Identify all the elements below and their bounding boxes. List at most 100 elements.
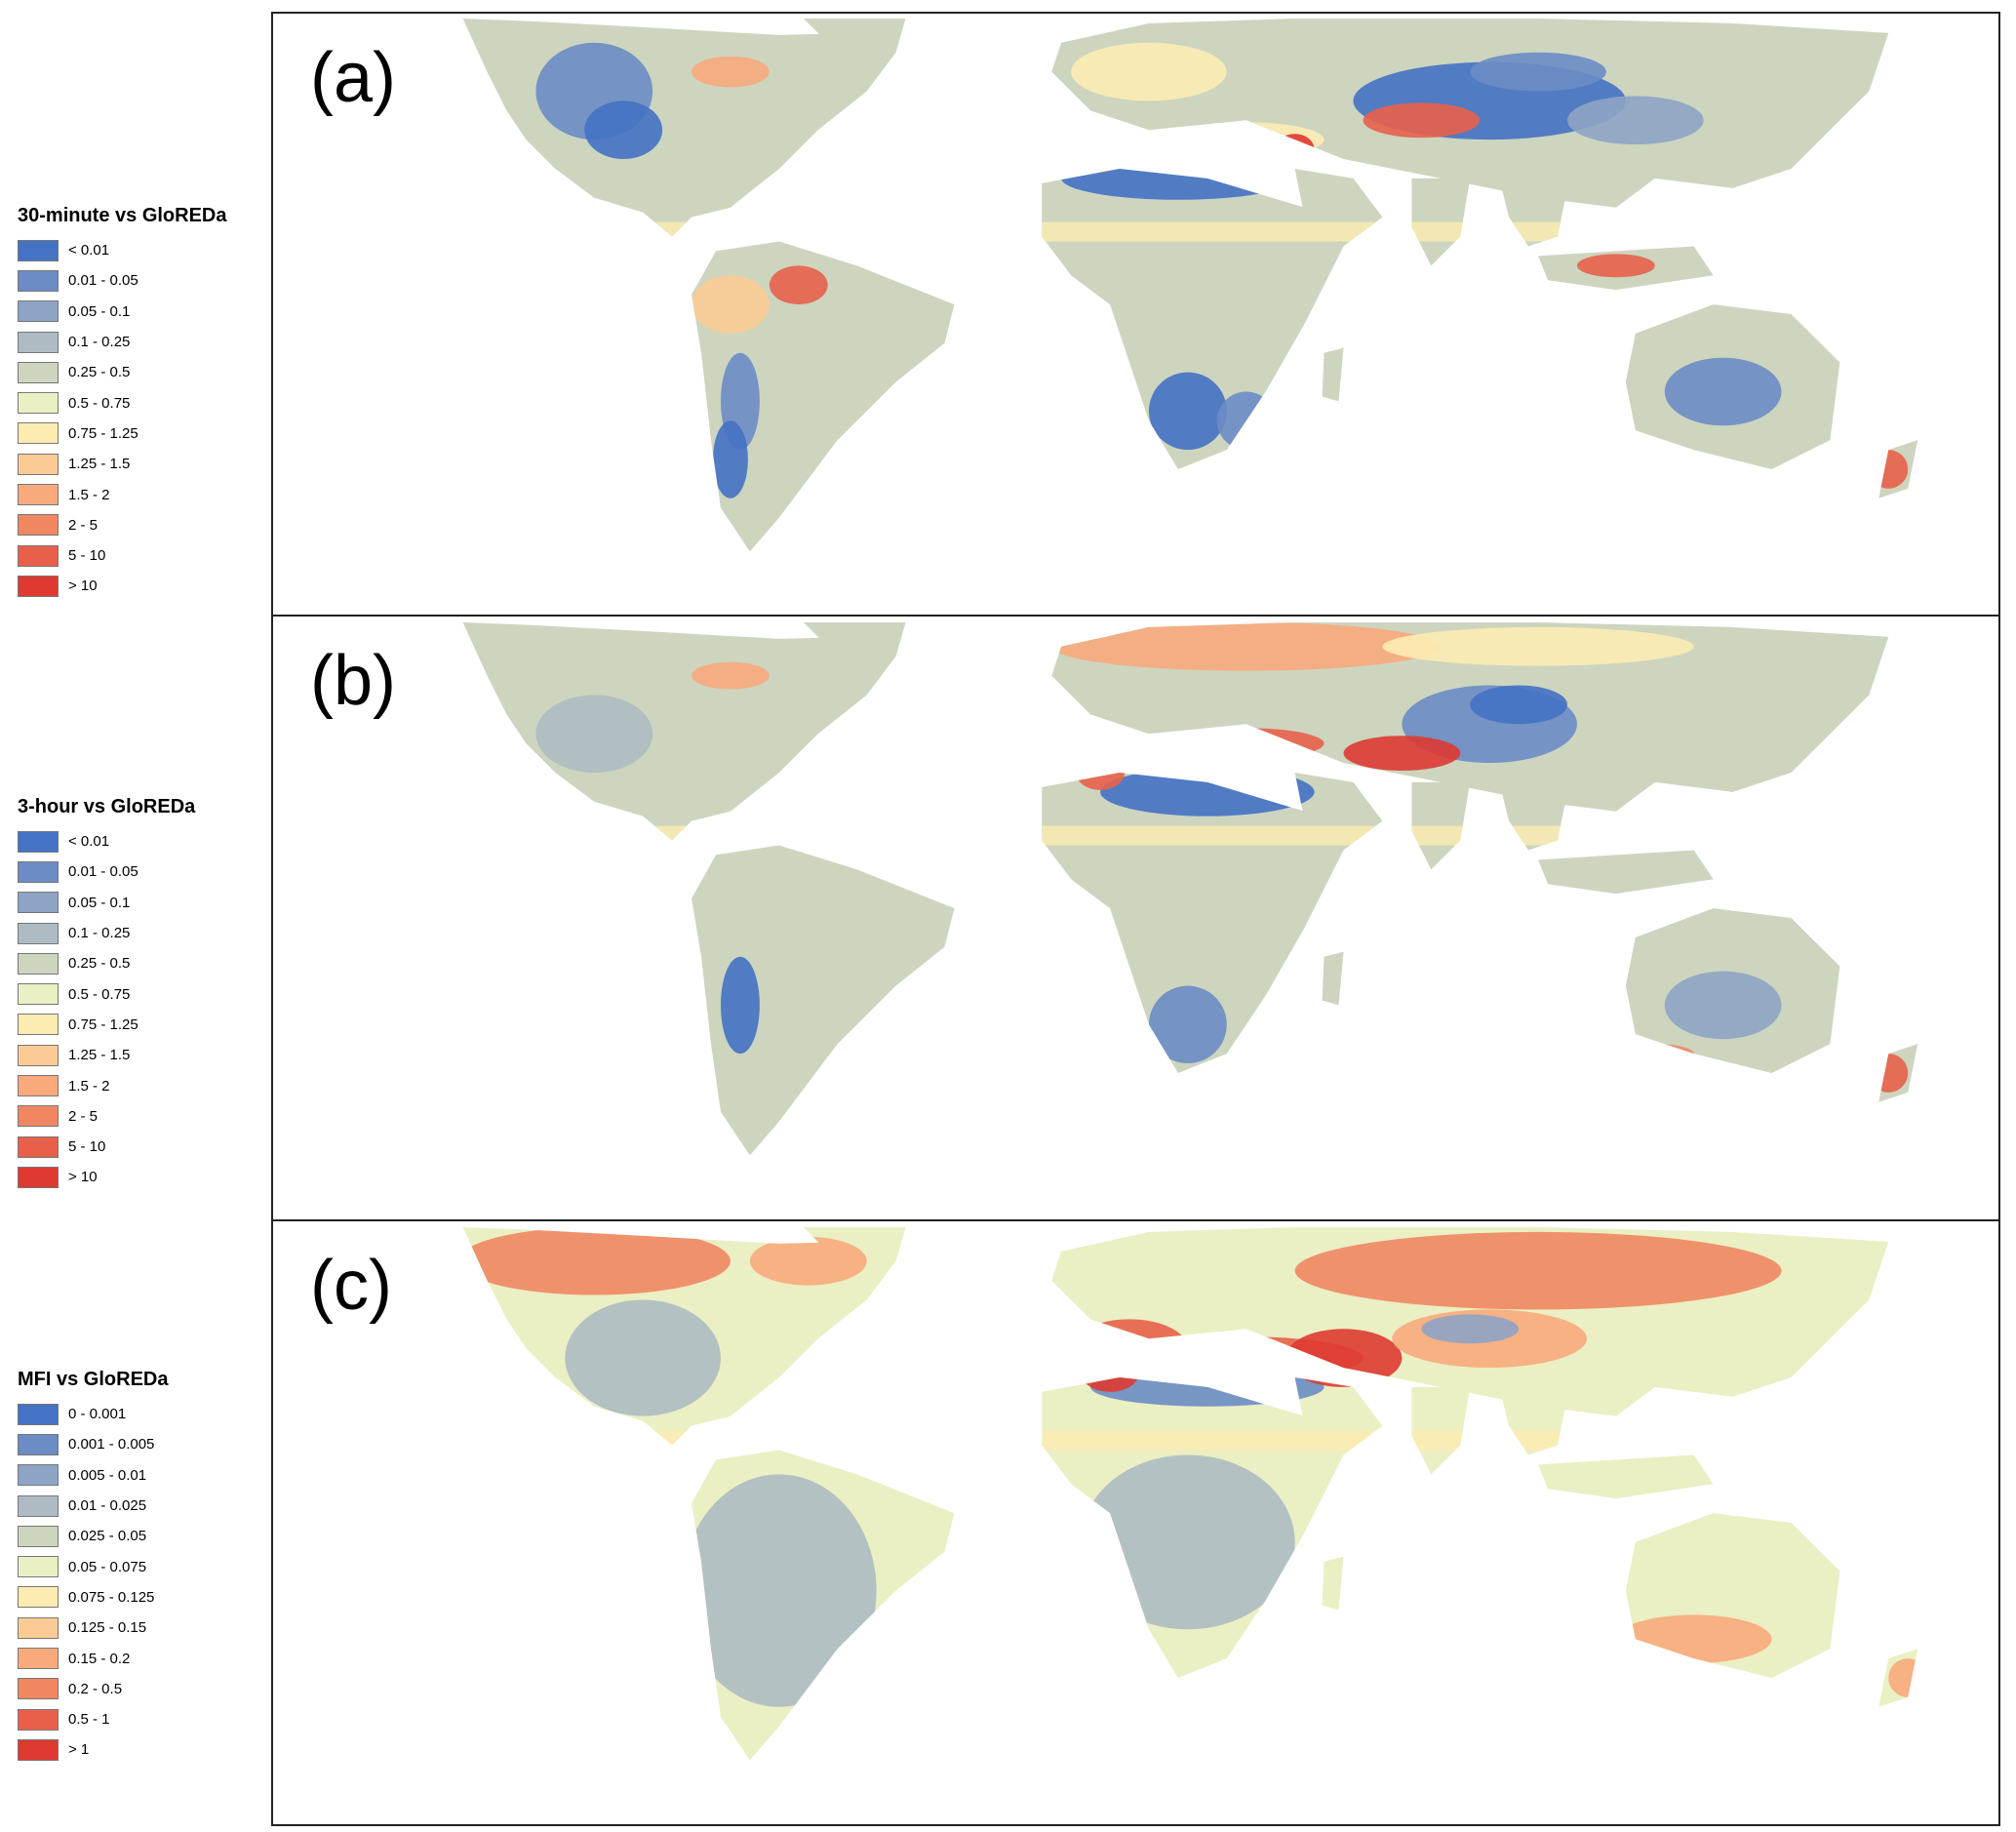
map-panel-b: (b): [271, 615, 2000, 1221]
continent-africa: [1042, 772, 1344, 1073]
legend-item: > 10: [18, 1162, 261, 1192]
ratio-patch: [584, 100, 663, 160]
legend-swatch: [18, 892, 59, 914]
ratio-patch: [535, 695, 653, 773]
ratio-patch: [1275, 134, 1315, 165]
continent-indonesia: [1538, 1454, 1714, 1499]
legend-item: 0.01 - 0.05: [18, 265, 261, 296]
legend-label: 0.1 - 0.25: [68, 925, 131, 942]
legend-label: 0.125 - 0.15: [68, 1619, 147, 1637]
legend-swatch: [18, 1494, 59, 1517]
legend-item: 1.5 - 2: [18, 479, 261, 509]
legend-swatch: [18, 922, 59, 944]
legend-swatch: [18, 1678, 59, 1700]
ratio-patch: [1100, 767, 1315, 816]
legend-item: < 0.01: [18, 826, 261, 856]
legend-label: 0.25 - 0.5: [68, 955, 131, 973]
legend-item: 0.05 - 0.1: [18, 888, 261, 918]
world-map-b: [462, 621, 1918, 1156]
legend-swatch: [18, 952, 59, 975]
ratio-patch: [1664, 971, 1782, 1040]
legend-label: > 10: [68, 1169, 98, 1186]
ratio-patch: [1615, 1614, 1772, 1664]
map-panel-c: (c): [271, 1219, 2000, 1826]
ratio-patch: [1664, 357, 1782, 426]
continent-india: [1411, 1386, 1471, 1475]
ratio-patch: [1061, 157, 1295, 200]
ratio-patch: [1470, 685, 1567, 725]
legend-item: 0.5 - 0.75: [18, 387, 261, 418]
legend-item: 0.01 - 0.025: [18, 1491, 261, 1521]
continent-greenland: [803, 18, 906, 58]
legend-item: 0.1 - 0.25: [18, 327, 261, 357]
legend-item: 1.5 - 2: [18, 1070, 261, 1100]
panel-label: (a): [310, 39, 396, 117]
continent-south-america: [692, 845, 955, 1156]
ratio-patch: [720, 956, 760, 1055]
legend-item: 0.075 - 0.125: [18, 1582, 261, 1613]
panel-label: (b): [310, 642, 396, 720]
legend-swatch: [18, 1556, 59, 1578]
ratio-patch: [769, 265, 828, 305]
legend-swatch: [18, 1586, 59, 1609]
legend-label: 0.025 - 0.05: [68, 1528, 147, 1545]
legend-swatch: [18, 269, 59, 292]
legend-swatch: [18, 860, 59, 883]
legend-swatch: [18, 1738, 59, 1761]
ratio-patch: [692, 275, 770, 334]
legend-label: 0.75 - 1.25: [68, 424, 138, 442]
legend-swatch: [18, 1105, 59, 1128]
ratio-patch: [1382, 626, 1694, 666]
ratio-patch: [1869, 1054, 1909, 1093]
legend-item: 2 - 5: [18, 1101, 261, 1132]
legend-label: 0.1 - 0.25: [68, 334, 131, 351]
legend-swatch: [18, 392, 59, 415]
legend-swatch: [18, 331, 59, 353]
ratio-patch: [1167, 728, 1324, 760]
legend-item: 0.05 - 0.075: [18, 1551, 261, 1581]
legend-label: < 0.01: [68, 833, 110, 851]
ratio-patch: [565, 1299, 721, 1416]
legend-title: MFI vs GloREDa: [18, 1369, 169, 1390]
legend-label: 5 - 10: [68, 1138, 106, 1156]
legend-swatch: [18, 361, 59, 383]
legend-label: 0.5 - 0.75: [68, 985, 131, 1003]
ratio-patch: [1071, 42, 1227, 101]
ratio-patch: [1363, 102, 1481, 139]
legend-label: 0.75 - 1.25: [68, 1016, 138, 1033]
legend-item: > 10: [18, 571, 261, 601]
legend-swatch: [18, 1433, 59, 1455]
ratio-patch: [682, 1474, 877, 1707]
legend-swatch: [18, 1014, 59, 1036]
legend-item: > 1: [18, 1734, 261, 1765]
legend-swatch: [18, 514, 59, 537]
landmass-group: [462, 621, 1918, 1156]
legend-item: 0.75 - 1.25: [18, 418, 261, 449]
legend-label: 2 - 5: [68, 1107, 99, 1125]
ratio-patch: [1470, 52, 1606, 92]
legend-item: 0 - 0.001: [18, 1399, 261, 1429]
ratio-patch: [749, 1236, 867, 1286]
continent-greenland: [803, 621, 906, 661]
legend-item: 0.1 - 0.25: [18, 918, 261, 948]
ratio-patch: [1076, 755, 1126, 790]
panel-label: (c): [310, 1247, 392, 1325]
landmass-group: [462, 1226, 1918, 1761]
world-map-a: [462, 18, 1918, 552]
continent-north-america: [462, 621, 896, 841]
legend-item: 0.75 - 1.25: [18, 1010, 261, 1040]
legend-item: 5 - 10: [18, 540, 261, 571]
legend-item: < 0.01: [18, 235, 261, 265]
ratio-patch: [712, 420, 748, 498]
continent-madagascar: [1322, 951, 1344, 1006]
legend-mfi: MFI vs GloREDa 0 - 0.001 0.001 - 0.005 0.0…: [18, 1369, 261, 1766]
legend-swatch: [18, 422, 59, 445]
legend-label: 0.05 - 0.075: [68, 1558, 147, 1575]
legend-label: 0.5 - 1: [68, 1711, 110, 1729]
ratio-patch: [1071, 1319, 1188, 1377]
legend-item: 0.5 - 1: [18, 1704, 261, 1734]
legend-label: 0 - 0.001: [68, 1406, 127, 1423]
legend-item: 2 - 5: [18, 510, 261, 540]
legend-label: 2 - 5: [68, 516, 99, 534]
legend-swatch: [18, 1075, 59, 1097]
